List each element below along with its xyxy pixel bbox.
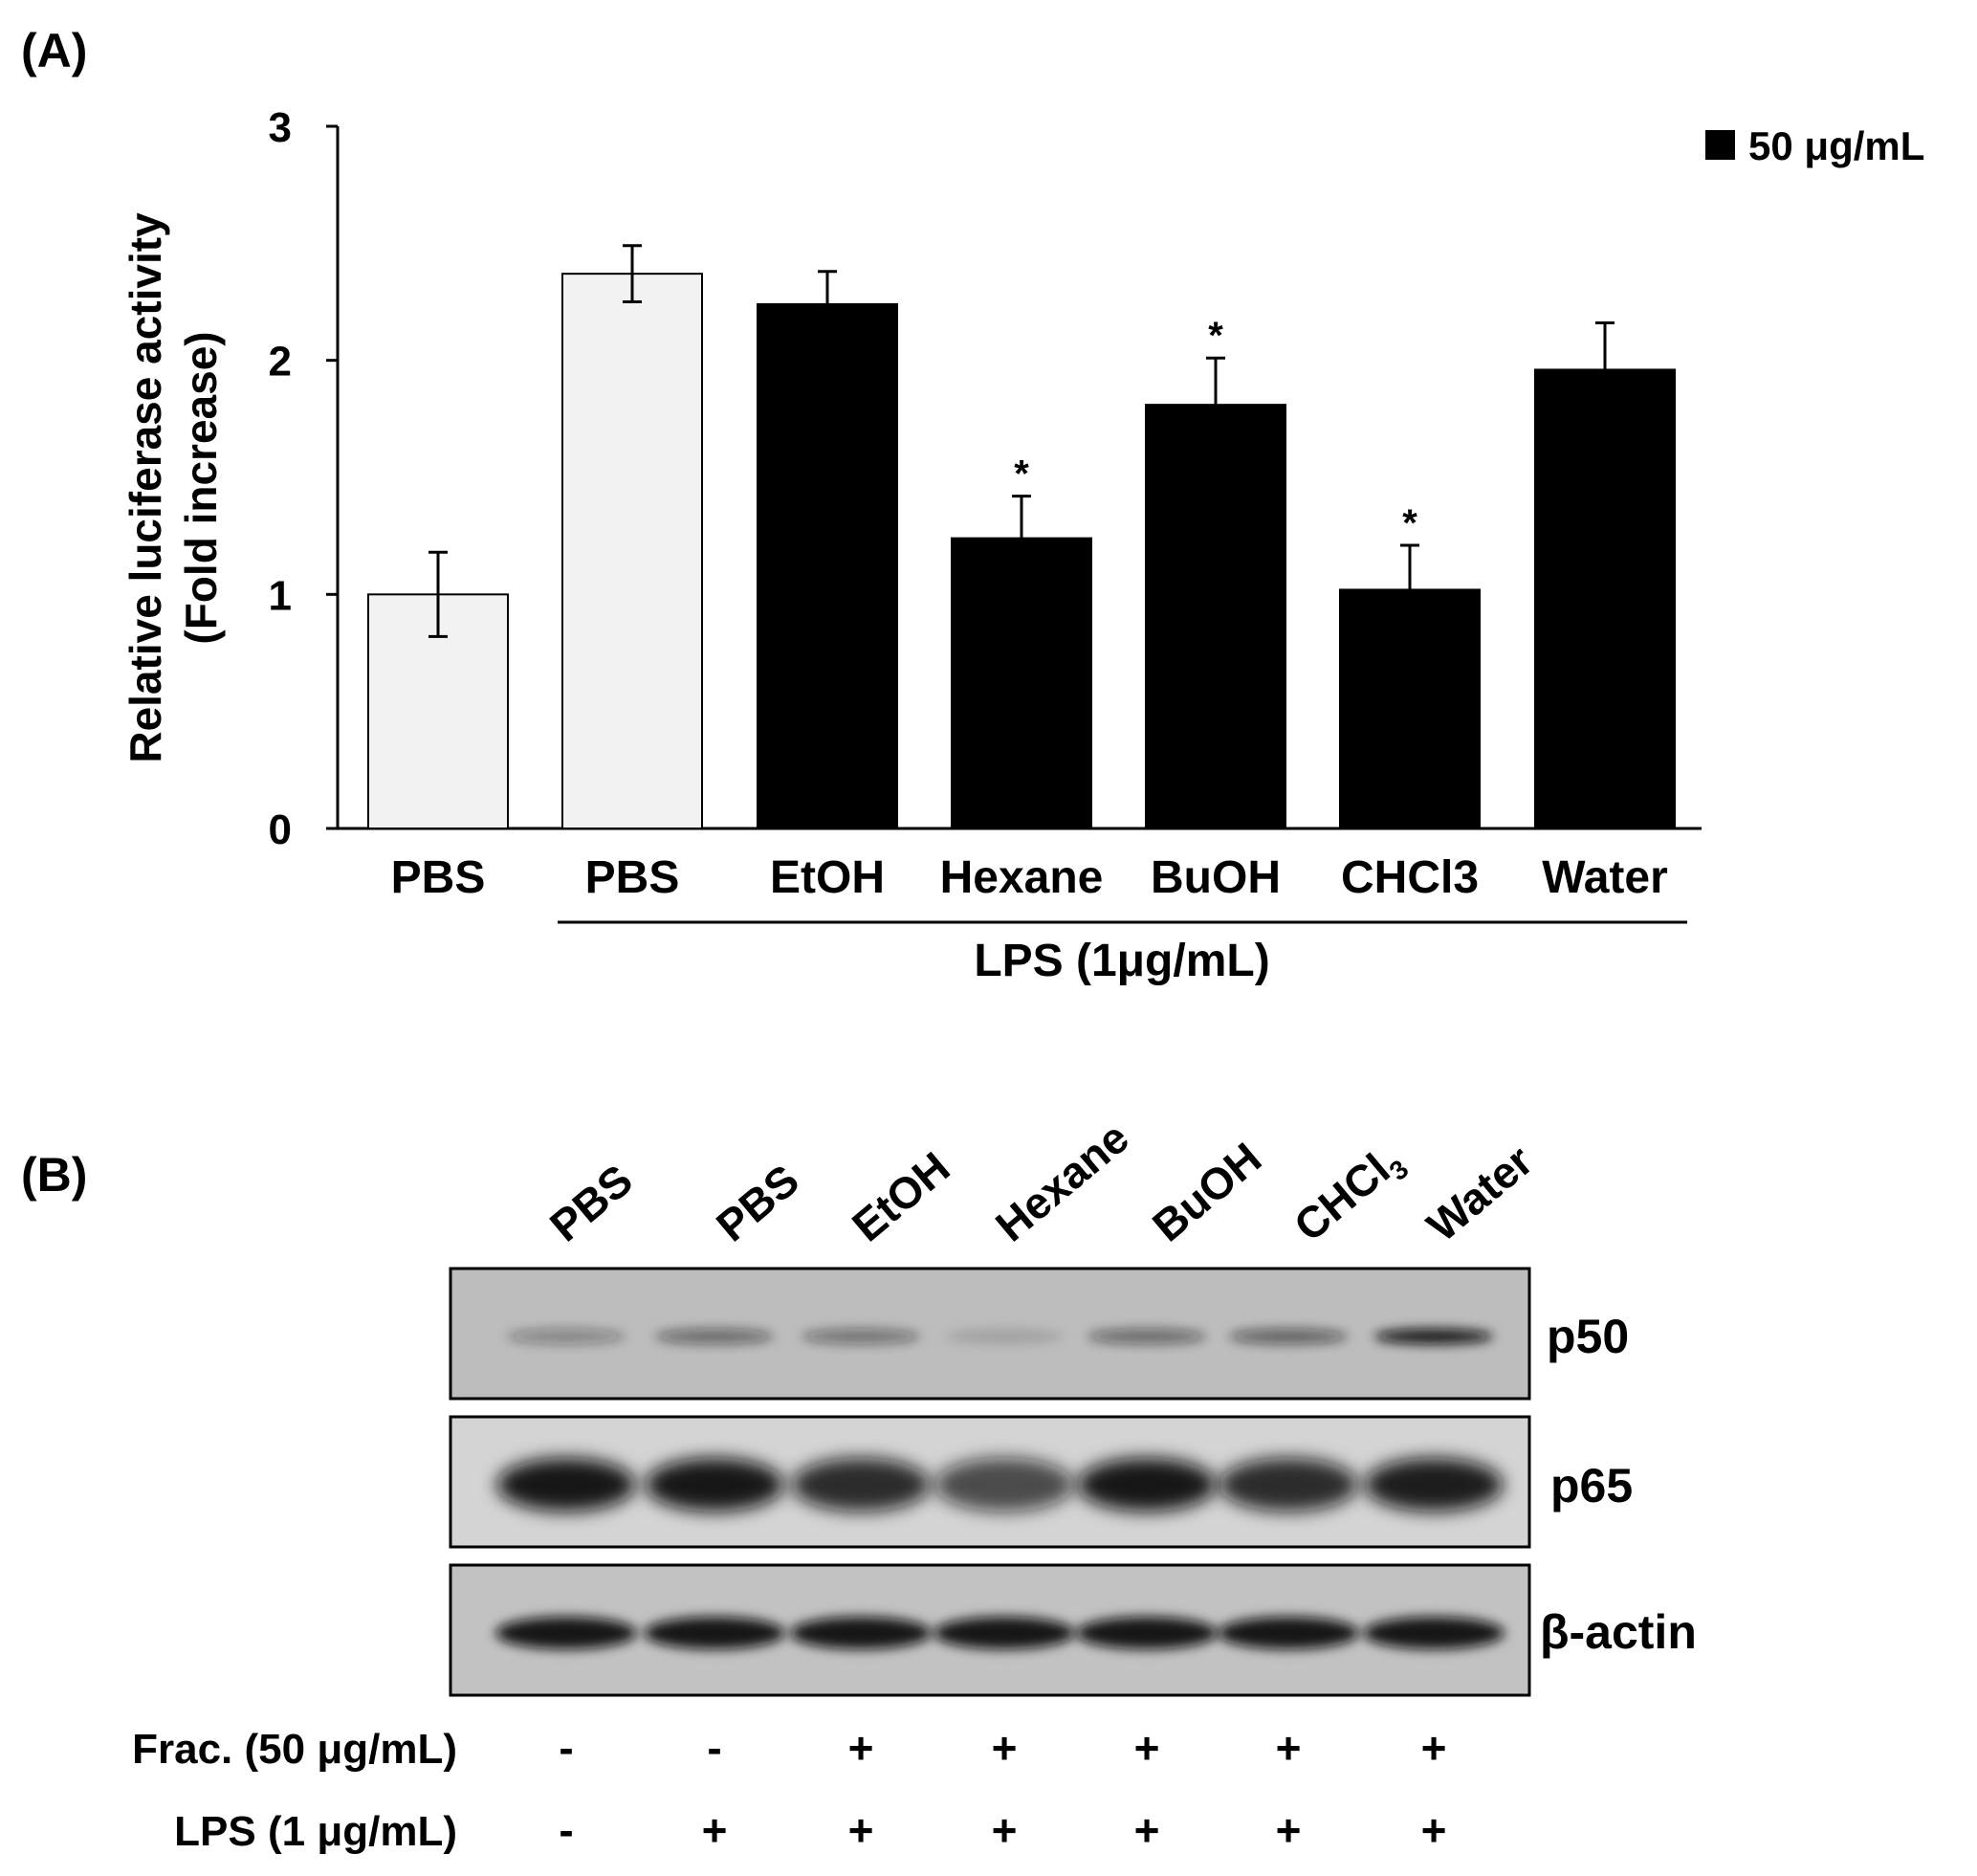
frac-mark: +: [1134, 1723, 1160, 1773]
lane-label: PBS: [540, 1155, 642, 1251]
panel-a-label: (A): [21, 24, 87, 77]
lane-label-group: CHCl3: [1285, 1135, 1414, 1256]
blot-band: [654, 1329, 775, 1344]
bar-chart: (A) Relative luciferase activity (Fold i…: [21, 24, 1924, 986]
significance-star: *: [1208, 315, 1223, 357]
lps-mark: +: [1134, 1805, 1160, 1855]
legend-swatch: [1705, 130, 1735, 160]
lps-mark: +: [992, 1805, 1018, 1855]
blot-band: [496, 1458, 636, 1512]
frac-mark: +: [992, 1723, 1018, 1773]
blot-band: [1218, 1617, 1359, 1649]
lane-label-group: Water: [1417, 1136, 1542, 1251]
frac-row-label: Frac. (50 μg/mL): [132, 1726, 457, 1773]
panel-b-label: (B): [21, 1148, 87, 1202]
blot-band: [1373, 1329, 1494, 1344]
blot-band: [495, 1617, 637, 1649]
y-axis-title-line1: Relative luciferase activity: [121, 212, 170, 763]
bar: [1534, 368, 1676, 829]
blot-band: [790, 1617, 932, 1649]
frac-mark: +: [1421, 1723, 1447, 1773]
y-axis-title-line2: (Fold increase): [176, 331, 226, 644]
y-tick-label: 0: [269, 806, 292, 853]
bar: [561, 273, 703, 829]
bar: [951, 537, 1092, 829]
lane-labels: PBS PBS EtOH Hexane BuOH CHCl3 Water: [540, 1113, 1542, 1256]
legend-label: 50 μg/mL: [1748, 123, 1924, 168]
blot-band: [791, 1458, 931, 1512]
y-tick-label: 2: [269, 339, 292, 386]
lane-label-group: BuOH: [1143, 1133, 1270, 1251]
p50-bands: [506, 1329, 1494, 1344]
bar: [1145, 404, 1286, 829]
blot-band: [801, 1329, 921, 1344]
y-tick-label: 3: [269, 104, 292, 151]
lane-label: Hexane: [986, 1113, 1138, 1251]
frac-mark: +: [1276, 1723, 1302, 1773]
lane-label: PBS: [707, 1155, 808, 1251]
lps-group-label: LPS (1μg/mL): [974, 936, 1269, 986]
blot-band: [934, 1458, 1074, 1512]
blot-band: [934, 1617, 1075, 1649]
band-label-p50: p50: [1547, 1310, 1629, 1363]
treatment-marks: - - + + + + + - + + + + + +: [559, 1723, 1446, 1855]
lane-label: CHCl3: [1285, 1135, 1414, 1256]
blot-band: [645, 1458, 784, 1512]
lane-label-group: PBS: [707, 1155, 808, 1251]
x-tick-label: PBS: [585, 852, 680, 903]
lps-row-label: LPS (1 μg/mL): [174, 1808, 457, 1855]
blot-band: [1364, 1458, 1504, 1512]
lane-label-group: PBS: [540, 1155, 642, 1251]
blot-band: [1077, 1458, 1217, 1512]
lane-label: BuOH: [1143, 1133, 1270, 1251]
lane-label-group: EtOH: [843, 1142, 959, 1251]
frac-mark: -: [559, 1723, 573, 1773]
lps-mark: -: [559, 1805, 573, 1855]
blot-band: [644, 1617, 785, 1649]
blot-band: [1087, 1329, 1207, 1344]
x-axis-tick-labels: PBS PBS EtOH Hexane BuOH CHCl3 Water: [391, 852, 1668, 903]
frac-mark: +: [848, 1723, 874, 1773]
bar-series: * * *: [367, 244, 1676, 829]
x-tick-label: CHCl3: [1341, 852, 1479, 903]
lps-mark: +: [1421, 1805, 1447, 1855]
frac-mark: -: [707, 1723, 721, 1773]
band-label-actin: β-actin: [1540, 1605, 1697, 1659]
bar: [757, 302, 898, 829]
blot-band: [1228, 1329, 1349, 1344]
lane-label: Water: [1417, 1136, 1542, 1251]
y-tick-label: 1: [269, 572, 292, 619]
lps-mark: +: [848, 1805, 874, 1855]
x-tick-label: Hexane: [940, 852, 1104, 903]
blot-band: [1219, 1458, 1358, 1512]
p65-bands: [496, 1458, 1504, 1512]
band-label-p65: p65: [1550, 1459, 1633, 1512]
lane-label-group: Hexane: [986, 1113, 1138, 1251]
lps-mark: +: [702, 1805, 728, 1855]
blot-band: [506, 1329, 626, 1344]
significance-star: *: [1014, 453, 1029, 496]
x-tick-label: BuOH: [1151, 852, 1281, 903]
blot-band: [1363, 1617, 1505, 1649]
blot-band: [1076, 1617, 1218, 1649]
blot-band: [944, 1329, 1065, 1344]
x-tick-label: Water: [1542, 852, 1668, 903]
actin-bands: [495, 1617, 1505, 1649]
significance-star: *: [1402, 502, 1417, 544]
y-axis-ticks: 0 1 2 3: [269, 104, 338, 853]
lps-mark: +: [1276, 1805, 1302, 1855]
lane-label: EtOH: [843, 1142, 959, 1251]
x-tick-label: EtOH: [770, 852, 885, 903]
x-tick-label: PBS: [391, 852, 486, 903]
